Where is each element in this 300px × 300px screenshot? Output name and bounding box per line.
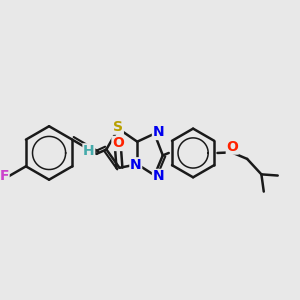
Text: N: N [152, 169, 164, 183]
Text: N: N [152, 125, 164, 140]
Text: O: O [226, 140, 238, 154]
Text: F: F [0, 169, 9, 183]
Text: H: H [83, 144, 95, 158]
Text: S: S [113, 120, 123, 134]
Text: N: N [130, 158, 142, 172]
Text: O: O [112, 136, 124, 151]
